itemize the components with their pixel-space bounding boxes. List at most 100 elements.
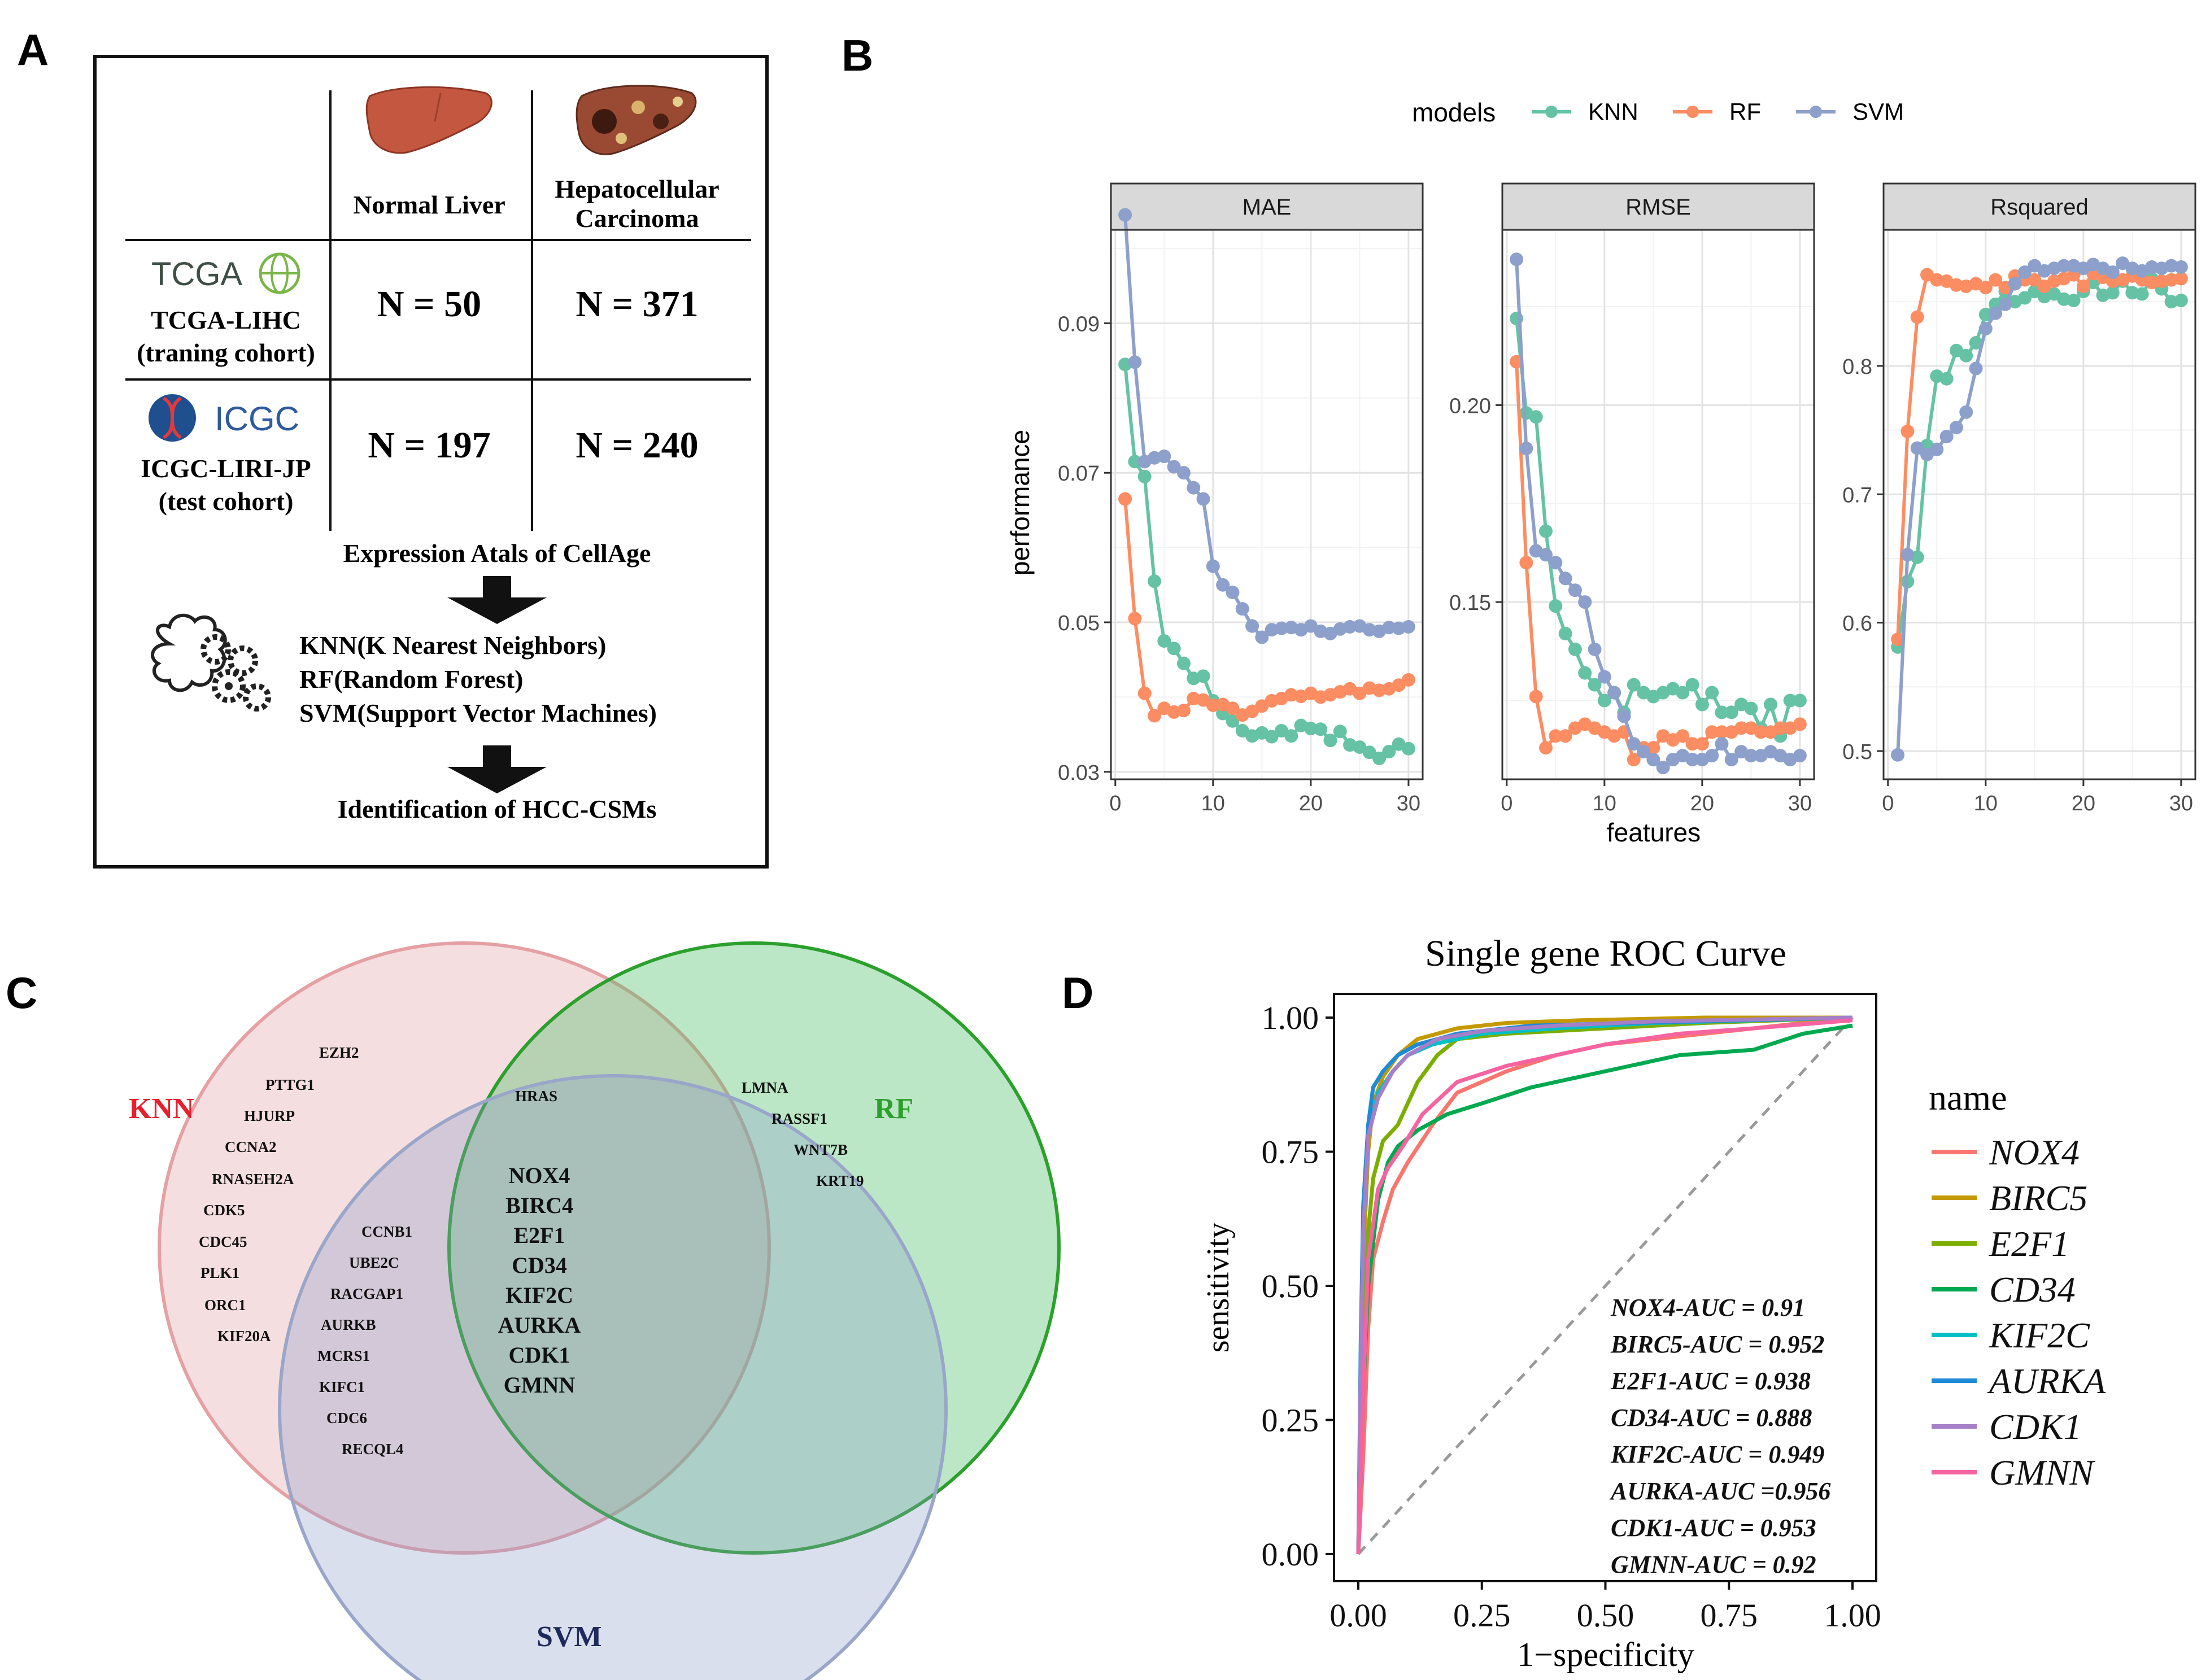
gene-item: KRT19 (816, 1172, 864, 1189)
data-point-svm (1617, 709, 1631, 723)
data-point-knn (1724, 705, 1738, 719)
data-point-svm (1510, 252, 1524, 267)
data-point-svm (1401, 619, 1415, 634)
data-point-rf (2028, 273, 2042, 287)
y-tick-label: 0.20 (1449, 394, 1491, 418)
y-axis-label-performance: performance (1005, 430, 1035, 575)
roc-legend: NOX4 BIRC5 E2F1 CD34 KIF2C AURKA CDK1 GMNN (1932, 1132, 2106, 1493)
tcga-hcc-n: N = 371 (576, 283, 698, 325)
data-point-svm (1176, 466, 1191, 480)
data-point-rf (1685, 737, 1699, 751)
data-point-knn (1744, 701, 1758, 715)
tcga-name: TCGA-LIHC (151, 306, 301, 334)
data-point-knn (1128, 455, 1142, 469)
data-point-rf (1910, 310, 1924, 324)
data-point-svm (1627, 737, 1641, 751)
panel-d-roc: Single gene ROC Curve 0.000.000.250.250.… (1201, 933, 2106, 1673)
data-point-rf (1754, 725, 1768, 739)
data-point-svm (1637, 745, 1651, 759)
roc-curve-gmnn (1356, 1018, 1853, 1555)
auc-label-nox4: NOX4-AUC = 0.91 (1610, 1294, 1805, 1321)
data-point-svm (1549, 556, 1563, 570)
legend-label-knn: KNN (1588, 98, 1638, 125)
data-point-knn (1597, 693, 1611, 708)
facet-panel-bg (1502, 230, 1814, 779)
x-tick-label: 10 (1201, 792, 1225, 815)
legend-item-svm: SVM (1796, 98, 1904, 125)
venn-knn-svm: CCNB1 UBE2C RACGAP1 AURKB MCRS1 KIFC1 CD… (317, 1223, 412, 1458)
venn-circle-rf (447, 941, 1061, 1555)
data-point-rf (1401, 673, 1415, 687)
data-point-svm (1793, 749, 1807, 763)
method-svm: SVM(Support Vector Machines) (299, 699, 657, 727)
data-point-rf (1695, 737, 1709, 751)
y-tick-label: 0.07 (1058, 462, 1100, 486)
x-tick-label: 1.00 (1824, 1597, 1881, 1634)
data-point-svm (1539, 548, 1553, 562)
data-point-knn (1382, 745, 1396, 759)
facet-panel-border (1110, 229, 1424, 780)
legend-label-e2f1: E2F1 (1989, 1224, 2069, 1264)
data-point-rf (1900, 424, 1915, 438)
data-point-svm (1157, 450, 1171, 464)
data-point-svm (1578, 595, 1592, 609)
gene-item: EZH2 (319, 1044, 359, 1061)
data-point-svm (1646, 753, 1660, 767)
data-point-svm (1245, 619, 1259, 633)
y-tick-label: 0.50 (1262, 1268, 1319, 1304)
data-point-svm (1558, 571, 1572, 586)
down-arrow-2-icon (447, 745, 547, 793)
data-point-svm (1519, 442, 1533, 456)
data-point-rf (1978, 281, 1993, 295)
data-point-knn (1304, 721, 1318, 735)
data-point-svm (1900, 548, 1915, 562)
data-point-knn (2018, 291, 2032, 305)
data-point-rf (1549, 729, 1563, 743)
gene-item: MCRS1 (317, 1347, 370, 1364)
data-point-rf (1891, 632, 1905, 647)
data-point-svm (2174, 260, 2188, 274)
data-point-knn (1196, 669, 1210, 683)
data-point-knn (1793, 693, 1807, 708)
data-point-svm (1187, 481, 1201, 495)
legend-label-cdk1: CDK1 (1989, 1407, 2082, 1447)
data-point-svm (1382, 621, 1396, 635)
data-point-svm (1715, 737, 1729, 751)
roc-legend-title: name (1929, 1077, 2007, 1118)
gene-item: AURKB (321, 1316, 376, 1333)
data-point-svm (1978, 322, 1993, 336)
roc-curve-cd34 (1356, 1023, 1853, 1555)
data-point-rf (1148, 709, 1162, 723)
y-tick-label: 0.75 (1262, 1134, 1319, 1171)
y-tick-label: 0.15 (1449, 591, 1491, 615)
x-tick-label: 10 (1593, 792, 1616, 815)
data-point-knn (2174, 294, 2188, 308)
facet-panel-border (1501, 229, 1815, 780)
roc-y-label: sensitivity (1201, 1223, 1236, 1352)
data-point-svm (2008, 277, 2022, 291)
data-point-svm (1607, 686, 1621, 700)
data-point-svm (1656, 761, 1670, 775)
facet-rmse: RMSE 0.15 0.20 0 10 20 30 (1449, 182, 1815, 815)
data-point-svm (1930, 442, 1944, 456)
normal-liver-lobe-line (434, 93, 442, 122)
icgc-normal-n: N = 197 (368, 425, 490, 466)
facet-title-mae: MAE (1243, 195, 1292, 220)
y-tick-label: 0.8 (1842, 355, 1872, 379)
y-tick-label: 0.5 (1842, 740, 1872, 764)
legend-dot-knn (1545, 106, 1558, 118)
legend-item-knn: KNN (1532, 98, 1638, 125)
col-hcc-header-1: Hepatocellular (555, 174, 719, 203)
x-tick-label: 0 (1501, 792, 1512, 815)
data-point-rf (1734, 721, 1749, 735)
icgc-hcc-n: N = 240 (576, 425, 698, 466)
gene-item: RNASEH2A (212, 1171, 294, 1188)
y-tick-label: 0.00 (1262, 1536, 1319, 1573)
legend-label-nox4: NOX4 (1989, 1132, 2080, 1172)
x-tick-label: 20 (1299, 792, 1323, 815)
data-point-rf (1206, 698, 1220, 712)
data-point-knn (1783, 693, 1797, 708)
panel-a-workflow: Normal Liver Hepatocellular Carcinoma TC… (93, 55, 769, 869)
data-point-knn (1314, 722, 1328, 736)
data-point-knn (1568, 642, 1582, 656)
